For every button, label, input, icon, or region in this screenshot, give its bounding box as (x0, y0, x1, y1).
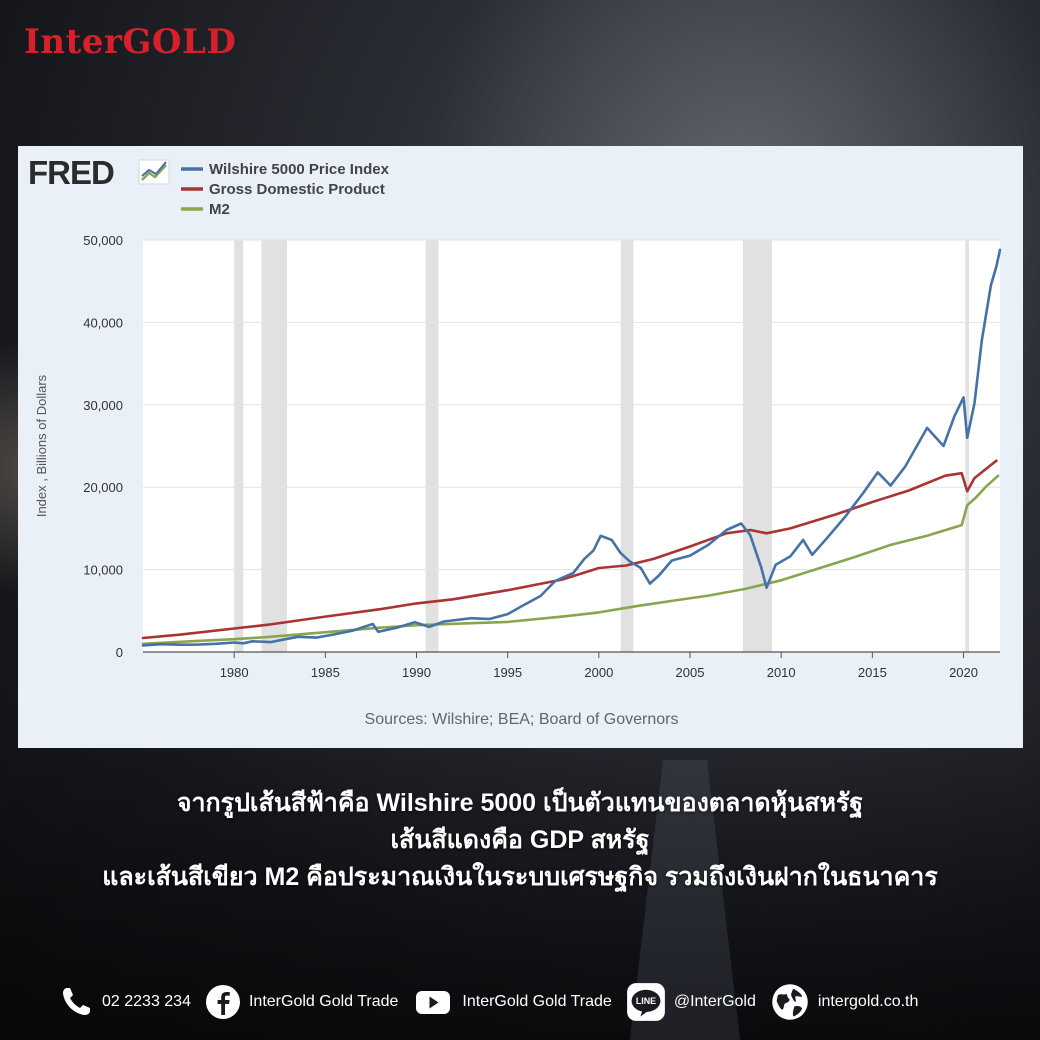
fred-logo-chart-icon (138, 159, 170, 185)
y-tick-label: 30,000 (83, 398, 123, 413)
x-tick-label: 1985 (311, 665, 340, 680)
x-tick-label: 2010 (767, 665, 796, 680)
caption-line-2: เส้นสีแดงคือ GDP สหรัฐ (390, 826, 650, 854)
fred-icon-line-green (141, 164, 167, 181)
fred-chart-card: 0 10,000 20,000 30,000 40,000 50,000 1980 1985 1… (18, 146, 1023, 748)
recession-band-1 (234, 240, 244, 652)
fred-icon-line-blue (141, 161, 167, 177)
x-tick-label: 2015 (858, 665, 887, 680)
youtube-channel[interactable]: InterGold Gold Trade (462, 993, 612, 1010)
caption: จากรูปเส้นสีฟ้าคือ Wilshire 5000 เป็นตัว… (0, 785, 1040, 896)
x-tick-label: 1980 (220, 665, 249, 680)
x-tick-label: 1990 (402, 665, 431, 680)
recession-band-2 (261, 240, 288, 652)
line-icon-text: LINE (636, 996, 656, 1006)
legend-entry-2: Gross Domestic Product (209, 181, 385, 198)
facebook-page[interactable]: InterGold Gold Trade (248, 993, 399, 1010)
intergold-logo: InterGOLD (24, 22, 237, 62)
y-tick-label: 40,000 (83, 315, 123, 330)
fred-logo: FRED (28, 154, 114, 191)
recession-band-6 (965, 240, 970, 652)
contact-footer: 02 2233 234 InterGold Gold Trade InterGo… (58, 983, 932, 1021)
series-line-3 (141, 474, 1000, 646)
legend-entry-3: M2 (209, 201, 230, 218)
y-tick-label: 10,000 (83, 563, 123, 578)
chart-sources: Sources: Wilshire; BEA; Board of Governo… (365, 711, 679, 728)
website-link[interactable]: intergold.co.th (817, 993, 919, 1010)
caption-line-3: และเส้นสีเขียว M2 คือประมาณเงินในระบบเศร… (102, 863, 938, 891)
globe-icon (772, 984, 808, 1020)
y-tick-label: 0 (116, 645, 123, 660)
caption-line-1: จากรูปเส้นสีฟ้าคือ Wilshire 5000 เป็นตัว… (176, 789, 864, 817)
x-tick-label: 2000 (584, 665, 613, 680)
y-tick-label: 50,000 (83, 233, 123, 248)
phone-icon (63, 988, 90, 1015)
recession-band-4 (620, 240, 634, 652)
line-id[interactable]: @InterGold (673, 993, 756, 1010)
line-icon: LINE (626, 983, 665, 1021)
series-line-1 (141, 248, 1002, 647)
facebook-icon (205, 985, 240, 1019)
x-tick-label: 1995 (493, 665, 522, 680)
youtube-icon (416, 991, 451, 1014)
y-tick-label: 20,000 (83, 480, 123, 495)
x-tick-label: 2005 (676, 665, 705, 680)
y-axis-label: Index , Billions of Dollars (34, 374, 49, 517)
phone-number[interactable]: 02 2233 234 (102, 993, 191, 1010)
series-line-2 (141, 459, 998, 640)
legend-entry-1: Wilshire 5000 Price Index (209, 161, 390, 178)
x-tick-label: 2020 (949, 665, 978, 680)
fred-chart: 0 10,000 20,000 30,000 40,000 50,000 1980 1985 1… (28, 154, 1002, 728)
recession-band-5 (742, 240, 773, 652)
recession-band-3 (425, 240, 439, 652)
